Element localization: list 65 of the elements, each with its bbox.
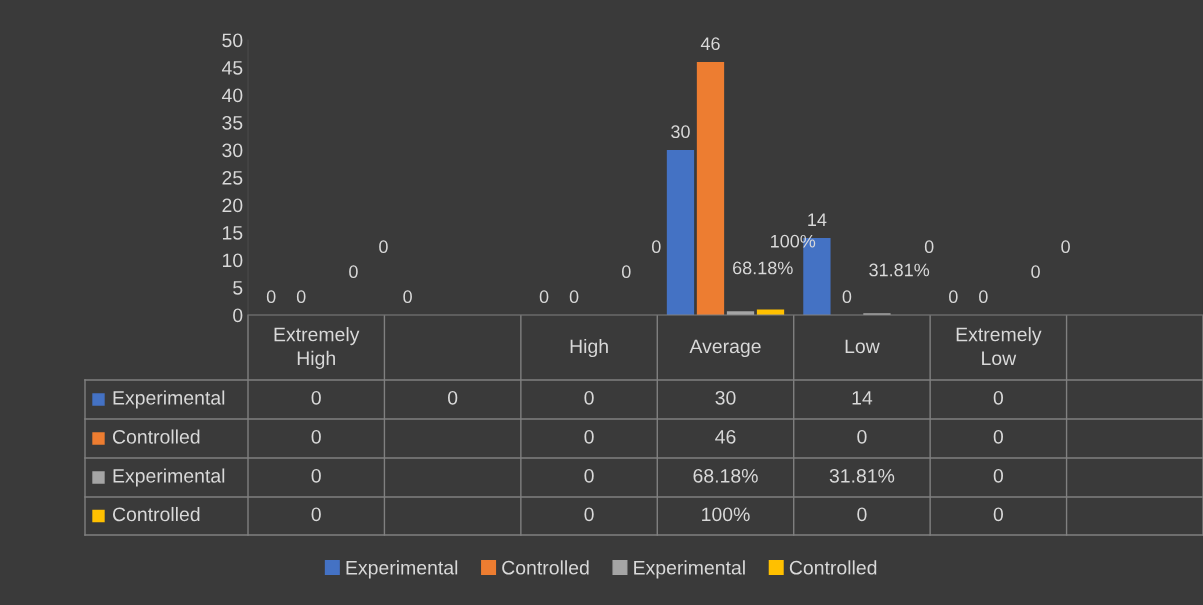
text: Experimental — [113, 468, 225, 487]
y-tick-label: 50 — [222, 33, 243, 48]
data-label: 31.81% — [829, 468, 895, 483]
data-label: 0 — [584, 429, 594, 444]
x-tick-label: Extremely Low — [956, 327, 1042, 366]
text: 30 — [671, 125, 690, 139]
text: 0 — [1061, 240, 1070, 254]
data-label: 0 — [584, 468, 594, 483]
data-label: 0 — [857, 429, 867, 444]
y-tick-label: 25 — [222, 170, 243, 185]
text: 31.81% — [869, 263, 930, 277]
x-tick-label: Average — [689, 339, 761, 358]
data-label: 0 — [993, 429, 1003, 444]
legend-label: Experimental — [346, 560, 458, 579]
x-tick-label: Extremely High — [274, 327, 360, 369]
text: 0 — [349, 265, 358, 279]
text: 0 — [842, 290, 852, 304]
text: Experimental — [113, 390, 225, 409]
text: 14 — [808, 213, 827, 226]
y-tick-label: 10 — [223, 253, 243, 268]
x-tick-label: High — [570, 338, 608, 358]
data-label: 0 — [311, 507, 321, 522]
data-label: 0 — [448, 390, 458, 405]
data-label: 100% — [702, 507, 750, 522]
x-tick-label: Low — [845, 339, 880, 354]
text: 0 — [266, 290, 276, 304]
data-label: 0 — [857, 507, 867, 522]
text: Controlled — [112, 429, 200, 444]
legend-label: Controlled — [789, 560, 877, 575]
y-tick-label: 30 — [222, 143, 243, 158]
y-tick-label: 0 — [233, 308, 243, 323]
text: 0 — [403, 290, 412, 304]
data-label: 30 — [715, 390, 736, 405]
text: 0 — [949, 290, 958, 304]
text: 0 — [652, 240, 661, 254]
data-label: 14 — [852, 391, 873, 405]
text: 0 — [379, 240, 388, 254]
data-label: 0 — [311, 390, 321, 405]
y-tick-label: 45 — [221, 61, 243, 75]
text: 0 — [621, 265, 631, 279]
legend-label: Controlled — [502, 560, 589, 575]
text: 0 — [569, 290, 579, 304]
text: 0 — [1031, 265, 1040, 279]
data-label: 0 — [311, 429, 321, 444]
text: 0 — [296, 290, 306, 304]
data-label: 0 — [993, 468, 1003, 483]
y-tick-label: 35 — [222, 115, 243, 130]
y-tick-label: 15 — [223, 226, 243, 240]
text: 68.18% — [733, 261, 793, 275]
data-label: 0 — [584, 507, 594, 522]
text: 0 — [539, 290, 549, 304]
text: 0 — [924, 240, 934, 254]
data-label: 0 — [993, 390, 1003, 405]
text: Controlled — [112, 506, 200, 522]
legend-label: Experimental — [634, 560, 745, 579]
y-tick-label: 5 — [233, 281, 243, 295]
data-label: 68.18% — [693, 468, 758, 483]
y-tick-label: 40 — [221, 88, 243, 103]
text: 46 — [700, 37, 720, 51]
data-label: 46 — [715, 429, 736, 444]
y-tick-label: 20 — [222, 198, 243, 213]
data-label: 0 — [311, 468, 321, 483]
data-label: 0 — [993, 507, 1003, 522]
data-label: 0 — [584, 390, 594, 405]
text: 0 — [979, 290, 988, 304]
